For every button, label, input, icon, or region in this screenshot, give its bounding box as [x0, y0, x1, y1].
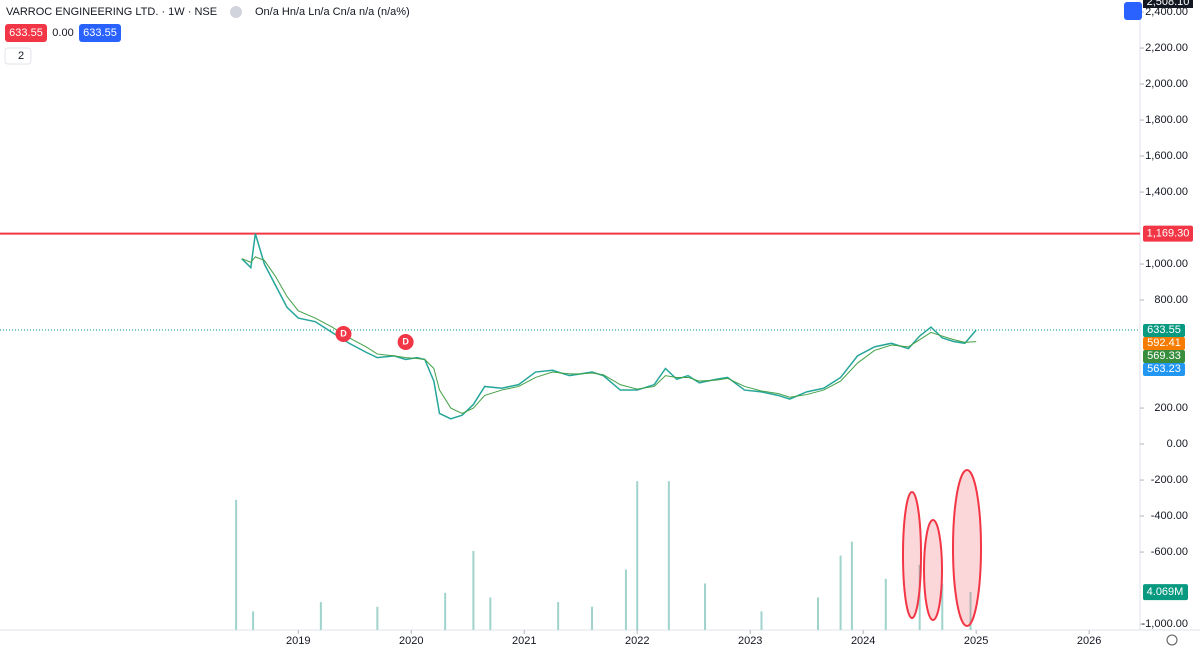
- volume-bar: [884, 578, 887, 630]
- y-tick-label: -200.00: [1151, 474, 1188, 486]
- volume-bar: [918, 564, 921, 630]
- spread: 0.00: [52, 27, 73, 39]
- price-label-bg: [1143, 324, 1185, 338]
- volume-bar: [472, 550, 475, 630]
- hline-label-bg: [1143, 225, 1193, 242]
- indicator-toggle[interactable]: [4, 47, 32, 65]
- top-label-bg: [1143, 0, 1193, 8]
- dividend-marker: [397, 334, 414, 350]
- volume-bar: [591, 606, 594, 630]
- volume-bar: [636, 481, 639, 630]
- price-label: 563.23: [1147, 363, 1181, 375]
- dividend-marker: [335, 326, 352, 342]
- y-tick-label: 1,800.00: [1145, 114, 1188, 126]
- buy-badge[interactable]: [79, 24, 121, 42]
- volume-bar: [624, 569, 627, 630]
- volume-bar: [235, 499, 238, 630]
- gear-icon[interactable]: [1166, 634, 1178, 646]
- buy-price: 633.55: [83, 27, 117, 39]
- y-tick-label: 1,000.00: [1145, 258, 1188, 270]
- y-tick-label: 1,400.00: [1145, 186, 1188, 198]
- volume-bar: [941, 583, 944, 630]
- sell-price: 633.55: [9, 27, 43, 39]
- volume-bar: [760, 611, 763, 630]
- price-label: 592.41: [1147, 337, 1181, 349]
- y-tick-label: 2,200.00: [1145, 42, 1188, 54]
- x-tick-label: 2025: [964, 635, 988, 647]
- hline-label: 1,169.30: [1147, 227, 1190, 239]
- price-label-bg: [1143, 337, 1185, 351]
- volume-label-bg: [1143, 584, 1188, 601]
- x-tick-label: 2022: [625, 635, 649, 647]
- y-tick-label: -400.00: [1151, 510, 1188, 522]
- y-tick-label: -1,000.00: [1142, 618, 1188, 630]
- sell-badge[interactable]: [5, 24, 47, 42]
- y-tick-label: 0.00: [1167, 438, 1188, 450]
- volume-bar: [816, 597, 819, 630]
- volume-bar: [376, 606, 379, 630]
- top-label: 2,508.10: [1147, 0, 1190, 8]
- ohlc: On/a Hn/a Ln/a Cn/a n/a (n/a%): [255, 6, 410, 18]
- x-tick-label: 2020: [399, 635, 423, 647]
- volume-bar: [969, 592, 972, 630]
- y-tick-label: 2,000.00: [1145, 78, 1188, 90]
- volume-bar: [850, 541, 853, 630]
- x-tick-label: 2019: [286, 635, 310, 647]
- eye-icon[interactable]: [230, 6, 242, 18]
- y-tick-label: 1,600.00: [1145, 150, 1188, 162]
- dividend-label: D: [402, 336, 409, 346]
- y-tick-label: 800.00: [1154, 294, 1188, 306]
- price-label: 569.33: [1147, 350, 1181, 362]
- price-label: 633.55: [1147, 324, 1181, 336]
- x-tick-label: 2023: [738, 635, 762, 647]
- volume-bar: [489, 597, 492, 630]
- annotation-ellipse: [923, 519, 943, 621]
- volume-bar: [704, 583, 707, 630]
- volume-bar: [319, 602, 322, 630]
- volume-bar: [839, 555, 842, 630]
- x-tick-label: 2024: [851, 635, 875, 647]
- price-label-bg: [1143, 363, 1185, 377]
- volume-bar: [667, 481, 670, 630]
- dividend-label: D: [340, 328, 347, 338]
- y-tick-label: -600.00: [1151, 546, 1188, 558]
- price-label-bg: [1143, 350, 1185, 364]
- symbol: VARROC ENGINEERING LTD. · 1W · NSE: [6, 6, 217, 18]
- settings-button[interactable]: [1124, 2, 1142, 20]
- annotation-ellipse: [902, 491, 922, 619]
- volume-label: 4.069M: [1147, 586, 1184, 598]
- volume-bar: [444, 592, 447, 630]
- indicator-count: 2: [18, 50, 24, 62]
- price-line: [241, 256, 977, 415]
- volume-bar: [252, 611, 255, 630]
- x-tick-label: 2021: [512, 635, 536, 647]
- y-tick-label: 200.00: [1154, 402, 1188, 414]
- y-tick-label: 2,400.00: [1145, 6, 1188, 18]
- annotation-ellipse: [952, 469, 982, 627]
- volume-bar: [557, 602, 560, 630]
- x-tick-label: 2026: [1077, 635, 1101, 647]
